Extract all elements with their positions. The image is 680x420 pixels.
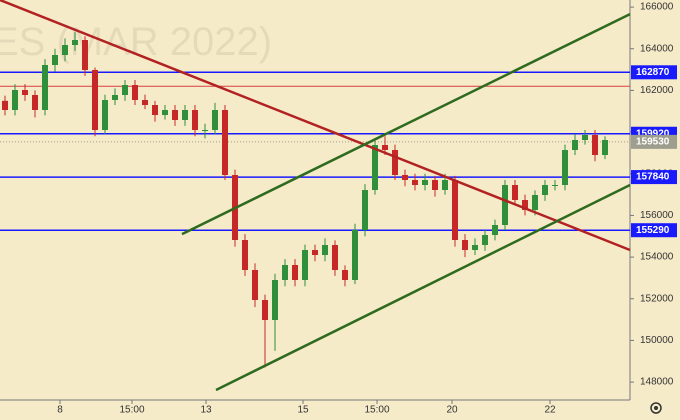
x-tick-label: 20: [446, 405, 458, 416]
candle-body: [272, 280, 278, 320]
candle-body: [562, 150, 568, 185]
y-tick-label: 156000: [640, 210, 674, 221]
last-price-label: 159530: [636, 137, 670, 148]
candle-body: [62, 45, 68, 55]
candle-body: [522, 200, 528, 210]
level-label: 155290: [636, 225, 670, 236]
trendline: [215, 183, 631, 392]
candle-body: [212, 110, 218, 130]
candle-body: [52, 55, 58, 65]
candle-body: [72, 40, 78, 45]
level-label-box: [631, 65, 677, 80]
x-tick-label: 8: [57, 405, 63, 416]
candle-body: [262, 300, 268, 320]
x-tick-label: 15:00: [364, 405, 389, 416]
candle-body: [192, 110, 198, 130]
y-tick-label: 166000: [640, 2, 674, 13]
candle-body: [592, 135, 598, 155]
candle-body: [312, 250, 318, 255]
candle-body: [252, 270, 258, 300]
candle-body: [292, 265, 298, 280]
candle-body: [492, 225, 498, 235]
candle-body: [442, 180, 448, 190]
candle-body: [142, 100, 148, 105]
candle-body: [402, 175, 408, 180]
candle-body: [362, 190, 368, 230]
x-tick-label: 13: [200, 405, 212, 416]
candle-body: [512, 185, 518, 200]
candle-body: [112, 95, 118, 100]
x-tick-label: 22: [544, 405, 556, 416]
y-tick-label: 152000: [640, 293, 674, 304]
candle-body: [242, 240, 248, 270]
level-label: 157840: [636, 172, 670, 183]
candle-body: [42, 65, 48, 110]
watermark: ES (MAR 2022): [0, 20, 272, 64]
candle-body: [132, 85, 138, 100]
last-price-box: [631, 134, 677, 149]
candle-body: [2, 100, 8, 110]
candle-body: [542, 185, 548, 195]
trendline: [181, 13, 631, 236]
level-label-box: [631, 170, 677, 185]
candle-body: [82, 40, 88, 70]
candle-body: [152, 105, 158, 115]
candle-body: [162, 110, 168, 115]
candle-body: [332, 245, 338, 270]
candle-body: [102, 100, 108, 130]
y-tick-label: 150000: [640, 335, 674, 346]
candle-body: [12, 90, 18, 110]
candle-body: [502, 185, 508, 225]
candle-body: [412, 180, 418, 185]
candle-body: [302, 250, 308, 280]
y-tick-label: 162000: [640, 85, 674, 96]
level-label: 159920: [636, 128, 670, 139]
candle-body: [572, 140, 578, 150]
y-tick-label: 154000: [640, 252, 674, 263]
candle-body: [22, 90, 28, 95]
candle-body: [172, 110, 178, 120]
candle-body: [322, 245, 328, 255]
candle-body: [92, 70, 98, 130]
x-tick-label: 15:00: [119, 405, 144, 416]
candle-body: [282, 265, 288, 280]
gear[interactable]: [650, 402, 662, 414]
candle-body: [32, 95, 38, 110]
candle-body: [532, 195, 538, 210]
x-tick-label: 15: [297, 405, 309, 416]
level-label: 162870: [636, 67, 670, 78]
candle-body: [582, 135, 588, 140]
level-label-box: [631, 223, 677, 238]
candle-body: [372, 145, 378, 190]
trendline: [0, 0, 631, 252]
candle-body: [452, 180, 458, 240]
candle-body: [422, 180, 428, 185]
candle-body: [202, 130, 208, 131]
candle-body: [472, 245, 478, 250]
candle-body: [382, 145, 388, 150]
y-tick-label: 164000: [640, 43, 674, 54]
candle-body: [342, 270, 348, 280]
candle-body: [352, 230, 358, 280]
gear-center[interactable]: [654, 406, 658, 410]
settings-icon[interactable]: [650, 402, 662, 414]
candle-body: [432, 180, 438, 190]
candle-body: [222, 110, 228, 175]
candle-body: [392, 150, 398, 175]
candle-body: [552, 185, 558, 186]
candle-body: [482, 235, 488, 245]
y-tick-label: 148000: [640, 377, 674, 388]
candle-body: [122, 85, 128, 95]
candle-body: [182, 110, 188, 120]
candle-body: [602, 140, 608, 155]
candle-body: [462, 240, 468, 250]
